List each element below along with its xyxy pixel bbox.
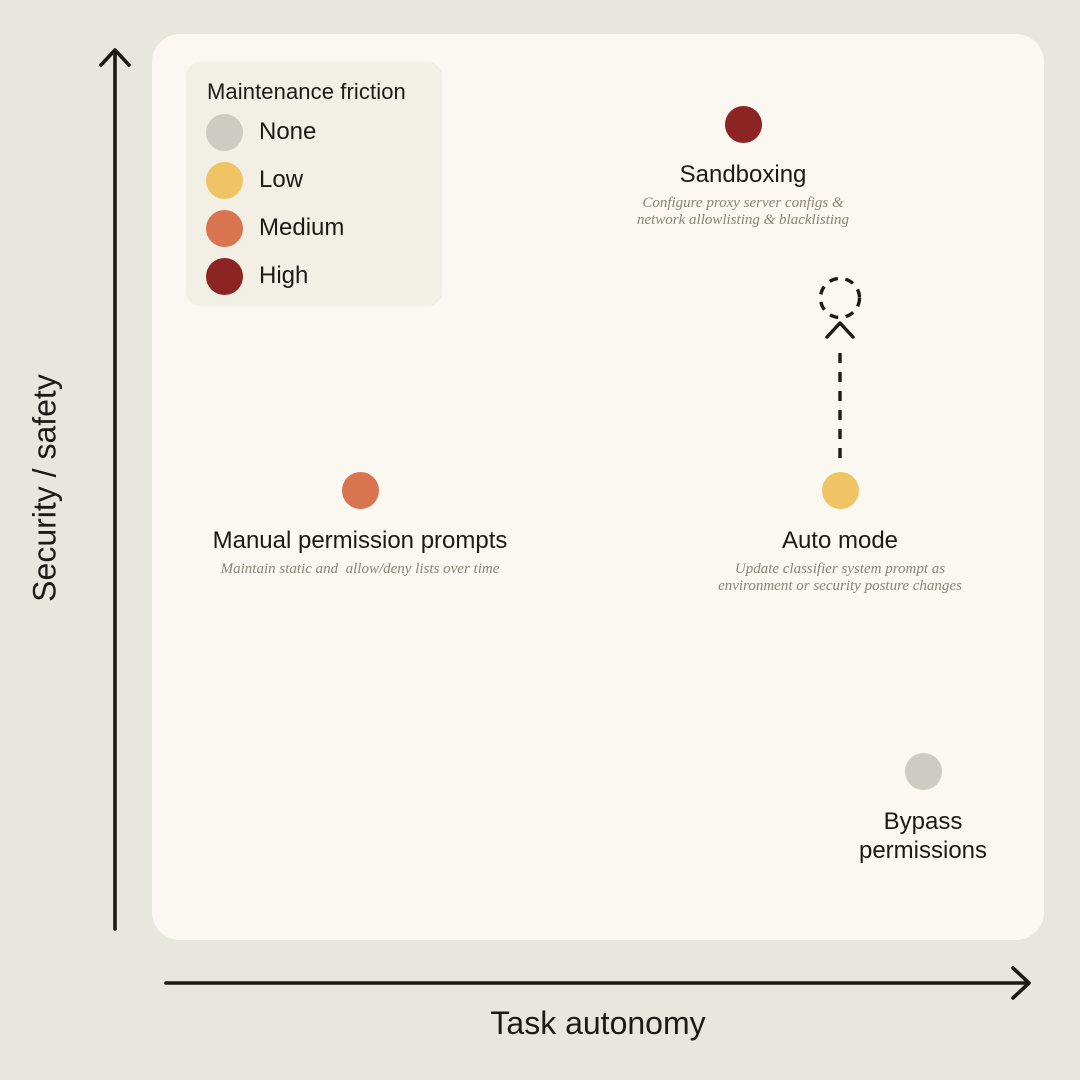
manual-permission-prompts-label: Manual permission prompts	[212, 527, 508, 554]
manual-permission-prompts-label-group: Manual permission prompts Maintain static…	[213, 526, 508, 578]
y-axis-arrowhead-icon	[99, 48, 131, 67]
bypass-permissions-label: Bypass	[883, 808, 963, 835]
manual-permission-prompts-point	[341, 471, 379, 509]
auto-mode-label: Auto mode	[781, 527, 899, 554]
auto-mode-description: Update classifier system prompt as enviro…	[718, 561, 962, 595]
sandboxing-description-line: network allowlisting & blacklisting	[636, 212, 850, 228]
legend-item-label: Low	[259, 166, 304, 193]
high-swatch-icon	[206, 257, 243, 295]
auto-mode-description-line: Update classifier system prompt as	[734, 561, 946, 577]
legend-item-low: Low	[206, 156, 442, 204]
legend-item-none: None	[206, 108, 442, 156]
bypass-permissions-label: permissions	[858, 837, 988, 864]
bypass-permissions-label-group: Bypass permissions	[859, 807, 987, 865]
x-axis-arrowhead-icon	[1011, 966, 1031, 1000]
auto-mode-description-line: environment or security posture changes	[718, 578, 962, 594]
auto-mode-label-group: Auto mode Update classifier system prompt…	[718, 526, 962, 595]
x-axis	[164, 966, 1031, 1000]
x-axis-label: Task autonomy	[490, 1005, 706, 1041]
manual-permission-prompts-description: Maintain static and allow/deny lists ove…	[213, 561, 508, 578]
sandboxing-description-line: Configure proxy server configs &	[642, 195, 844, 211]
medium-swatch-icon	[206, 209, 243, 247]
sandboxing-label: Sandboxing	[679, 161, 807, 188]
auto-mode-point	[821, 471, 859, 509]
legend: Maintenance friction None Low Medium High	[186, 62, 442, 306]
y-axis	[99, 48, 131, 931]
legend-item-label: None	[259, 118, 317, 145]
legend-item-medium: Medium	[206, 204, 442, 252]
low-swatch-icon	[206, 161, 243, 199]
legend-item-high: High	[206, 252, 442, 300]
sandboxing-description: Configure proxy server configs & network …	[637, 195, 849, 229]
none-swatch-icon	[206, 113, 243, 151]
legend-title: Maintenance friction	[207, 79, 406, 104]
sandboxing-label-group: Sandboxing Configure proxy server configs…	[637, 160, 849, 229]
legend-items: None Low Medium High	[206, 108, 442, 300]
y-axis-label: Security / safety	[26, 374, 63, 602]
legend-item-label: High	[259, 262, 309, 289]
legend-item-label: Medium	[259, 214, 345, 241]
bypass-permissions-point	[904, 752, 942, 790]
sandboxing-point	[724, 105, 762, 143]
manual-permission-prompts-description-line: Maintain static and allow/deny lists ove…	[220, 561, 500, 577]
